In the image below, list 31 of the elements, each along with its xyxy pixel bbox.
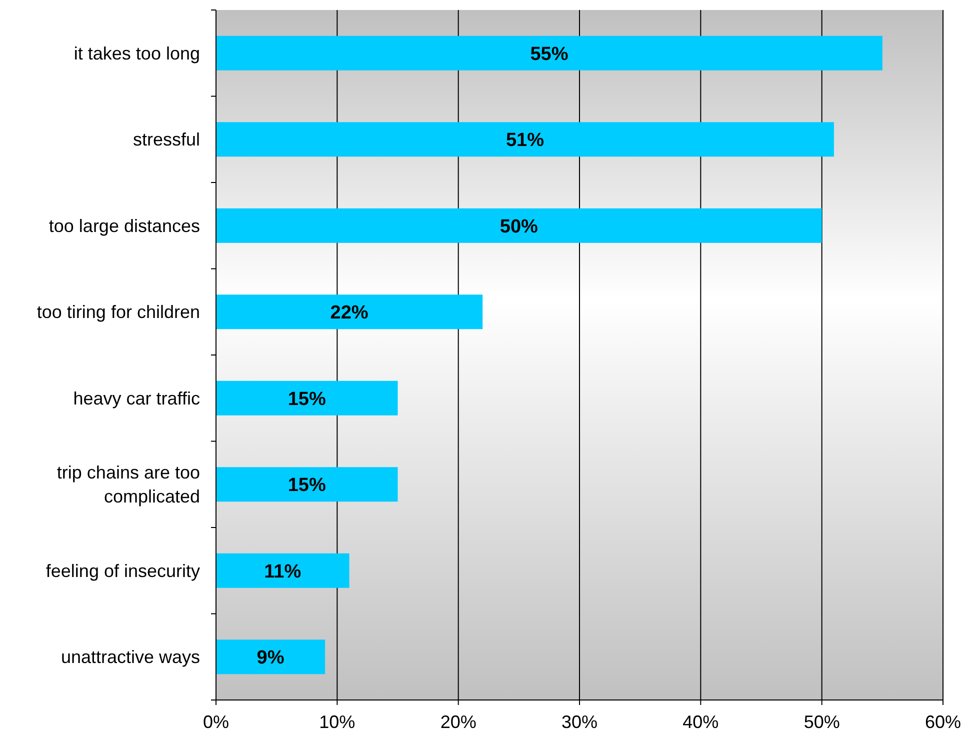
bar: [216, 380, 398, 416]
data-label: 55%: [530, 44, 568, 65]
y-tick-label: too tiring for children: [36, 302, 200, 322]
x-tick-label: 0%: [202, 712, 230, 732]
x-tick-label: 60%: [924, 712, 962, 732]
y-tick-label: feeling of insecurity: [46, 560, 200, 581]
x-tick-label: 50%: [804, 712, 840, 732]
data-label: 9%: [256, 648, 284, 669]
y-tick-label: too large distances: [48, 216, 200, 236]
y-tick-label: stressful: [132, 130, 200, 150]
bar: [216, 294, 483, 330]
data-label: 22%: [330, 302, 368, 324]
y-tick-label: trip chains are too complicated: [56, 462, 200, 507]
data-label: 11%: [264, 561, 302, 582]
data-label: 50%: [500, 216, 538, 238]
data-label: 51%: [506, 130, 544, 152]
bar: [216, 36, 882, 70]
bar: [216, 208, 822, 243]
bar: [216, 122, 834, 157]
data-label: 15%: [288, 388, 326, 410]
y-tick-label: it takes too long: [74, 43, 200, 64]
y-tick-label: heavy car traffic: [73, 388, 200, 408]
x-tick-label: 20%: [440, 712, 476, 732]
data-label: 15%: [288, 475, 326, 496]
bar: [216, 467, 398, 502]
bar: [216, 553, 350, 588]
x-tick-label: 40%: [682, 712, 719, 732]
y-tick-label: unattractive ways: [60, 647, 200, 668]
bar: [216, 640, 326, 674]
x-tick-label: 30%: [561, 712, 598, 732]
x-tick-label: 10%: [319, 712, 356, 732]
